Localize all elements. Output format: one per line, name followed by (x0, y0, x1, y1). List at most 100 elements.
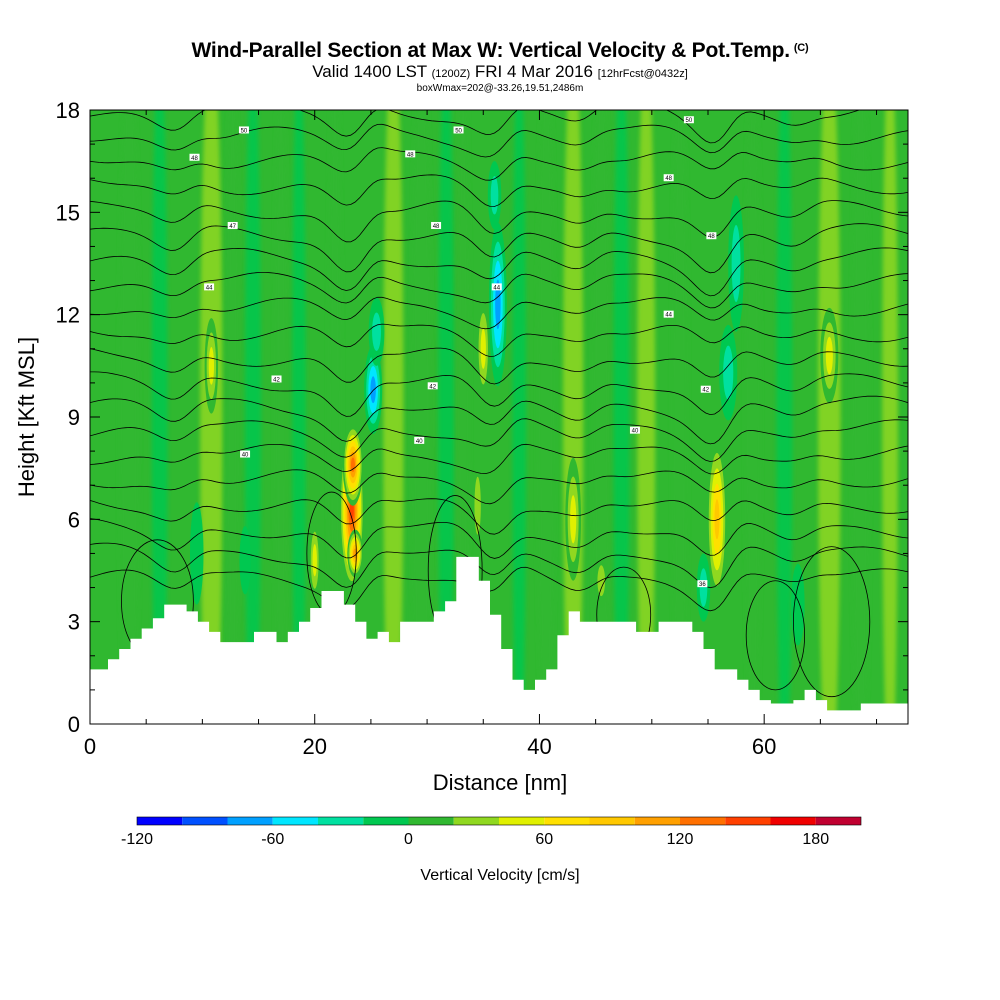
velocity-stripe-20 (776, 110, 793, 724)
contour-label-2: 47 (227, 221, 238, 230)
colorbar-tick-180: 180 (802, 831, 829, 848)
colorbar-tick--120: -120 (121, 831, 153, 848)
x-tick-label-20: 20 (302, 734, 326, 759)
contour-label-bg-17 (629, 426, 640, 434)
theta-line-1 (90, 542, 908, 589)
contour-label-0: 50 (238, 126, 249, 134)
velocity-cell-18 (820, 307, 839, 404)
plot-area: 50 48 47 44 42 40 50 48 48 44 42 40 50 48 48 44 42 40 36 (90, 110, 908, 724)
contour-label-text-1: 48 (191, 156, 198, 162)
velocity-cell-7 (476, 297, 491, 400)
theta-line-11 (90, 296, 908, 330)
velocity-stripe-21 (818, 110, 841, 724)
cell-12-level-3 (208, 347, 215, 385)
contour-label-bg-1 (189, 153, 200, 161)
contour-label-bg-9 (491, 283, 502, 291)
velocity-cell-10 (728, 195, 744, 332)
velocity-cell-5 (488, 222, 507, 387)
colorbar-swatch-2 (227, 817, 273, 825)
velocity-stripe-10 (438, 110, 455, 724)
colorbar-tick-120: 120 (667, 831, 694, 848)
theta-line-4 (90, 469, 908, 505)
contour-label-13: 48 (663, 174, 674, 182)
theta-line-9 (90, 347, 908, 385)
velocity-cell-14 (239, 526, 251, 595)
terrain (90, 556, 908, 724)
contour-label-bg-5 (240, 450, 251, 458)
y-axis-title: Height [Kft MSL] (14, 337, 39, 497)
velocity-cell-16 (565, 457, 582, 581)
contour-label-text-12: 50 (686, 118, 693, 124)
subtitle-valid: Valid 1400 LST (312, 62, 427, 81)
contour-label-text-9: 44 (493, 285, 500, 291)
x-tick-label-60: 60 (752, 734, 776, 759)
contour-label-bg-2 (227, 221, 238, 229)
velocity-stripe-13 (537, 110, 556, 724)
contour-label-14: 48 (706, 232, 717, 240)
colorbar-tick--60: -60 (261, 831, 284, 848)
theta-line-5 (90, 443, 908, 475)
colorbar: -120 -60 0 60 120 180 (121, 816, 862, 848)
contour-label-text-18: 36 (699, 582, 706, 588)
colorbar-title: Vertical Velocity [cm/s] (420, 867, 579, 884)
chart-title: Wind-Parallel Section at Max W: Vertical… (0, 36, 1000, 63)
subtitle-utc: (1200Z) (431, 68, 471, 80)
velocity-stripe-0 (119, 110, 140, 724)
colorbar-swatch-13 (725, 817, 771, 825)
contour-label-bg-10 (427, 382, 438, 390)
contour-label-5: 40 (240, 450, 251, 459)
velocity-cell-1 (342, 423, 364, 506)
cell-15-level-3 (312, 544, 317, 577)
contour-label-text-6: 50 (455, 128, 462, 134)
velocity-cell-13 (190, 502, 204, 605)
velocity-cell-11 (696, 553, 711, 622)
colorbar-frame (136, 816, 862, 826)
title-block: Wind-Parallel Section at Max W: Vertical… (0, 36, 1000, 94)
colorbar-swatch-8 (499, 817, 545, 825)
cell-9-level-2 (723, 345, 734, 400)
contour-label-16: 42 (700, 385, 711, 394)
contour-label-text-5: 40 (242, 453, 249, 459)
contour-label-bg-4 (271, 375, 282, 383)
contour-label-6: 50 (453, 126, 464, 134)
cell-6-level-2 (490, 175, 499, 215)
y-tick-label-6: 6 (68, 507, 80, 532)
theta-line-17 (90, 147, 908, 181)
velocity-stripe-7 (328, 110, 342, 724)
cell-17-level-2 (474, 476, 481, 535)
velocity-stripe-18 (672, 110, 688, 724)
colorbar-swatch-10 (589, 817, 635, 825)
theta-line-19 (90, 110, 861, 144)
theta-line-18 (90, 123, 908, 158)
colorbar-swatch-0 (137, 817, 183, 825)
contour-label-bg-8 (431, 221, 442, 229)
contour-label-bg-13 (663, 174, 674, 182)
cell-10-level-2 (731, 224, 741, 303)
colorbar-swatch-15 (815, 817, 861, 825)
velocity-cell-3 (364, 345, 383, 435)
contour-label-1: 48 (189, 153, 200, 162)
contour-label-bg-11 (414, 436, 425, 444)
colorbar-swatch-4 (318, 817, 364, 825)
cell-18-level-3 (825, 336, 833, 375)
contour-label-3: 44 (204, 283, 215, 291)
theta-contours (90, 110, 908, 698)
velocity-cells (190, 161, 839, 646)
theta-line-2 (90, 518, 908, 559)
contour-label-text-4: 42 (273, 377, 280, 383)
velocity-stripe-23 (882, 110, 898, 724)
colorbar-tick-0: 0 (404, 831, 413, 848)
cell-3-level-4 (370, 376, 376, 404)
theta-line-0 (90, 566, 908, 612)
y-tick-label-18: 18 (56, 98, 80, 123)
contour-label-bg-14 (706, 232, 717, 240)
velocity-cell-17 (472, 454, 484, 557)
y-tick-label-15: 15 (56, 200, 80, 225)
colorbar-swatch-3 (272, 817, 318, 825)
contour-label-text-0: 50 (241, 128, 248, 134)
velocity-cell-19 (791, 563, 805, 646)
velocity-cell-12 (204, 318, 219, 414)
contour-label-9: 44 (491, 283, 502, 291)
cell-14-level-1 (239, 526, 251, 595)
